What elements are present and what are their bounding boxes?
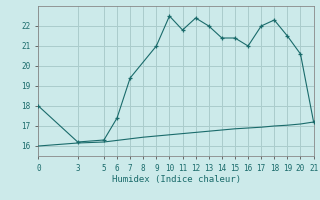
X-axis label: Humidex (Indice chaleur): Humidex (Indice chaleur) xyxy=(111,175,241,184)
